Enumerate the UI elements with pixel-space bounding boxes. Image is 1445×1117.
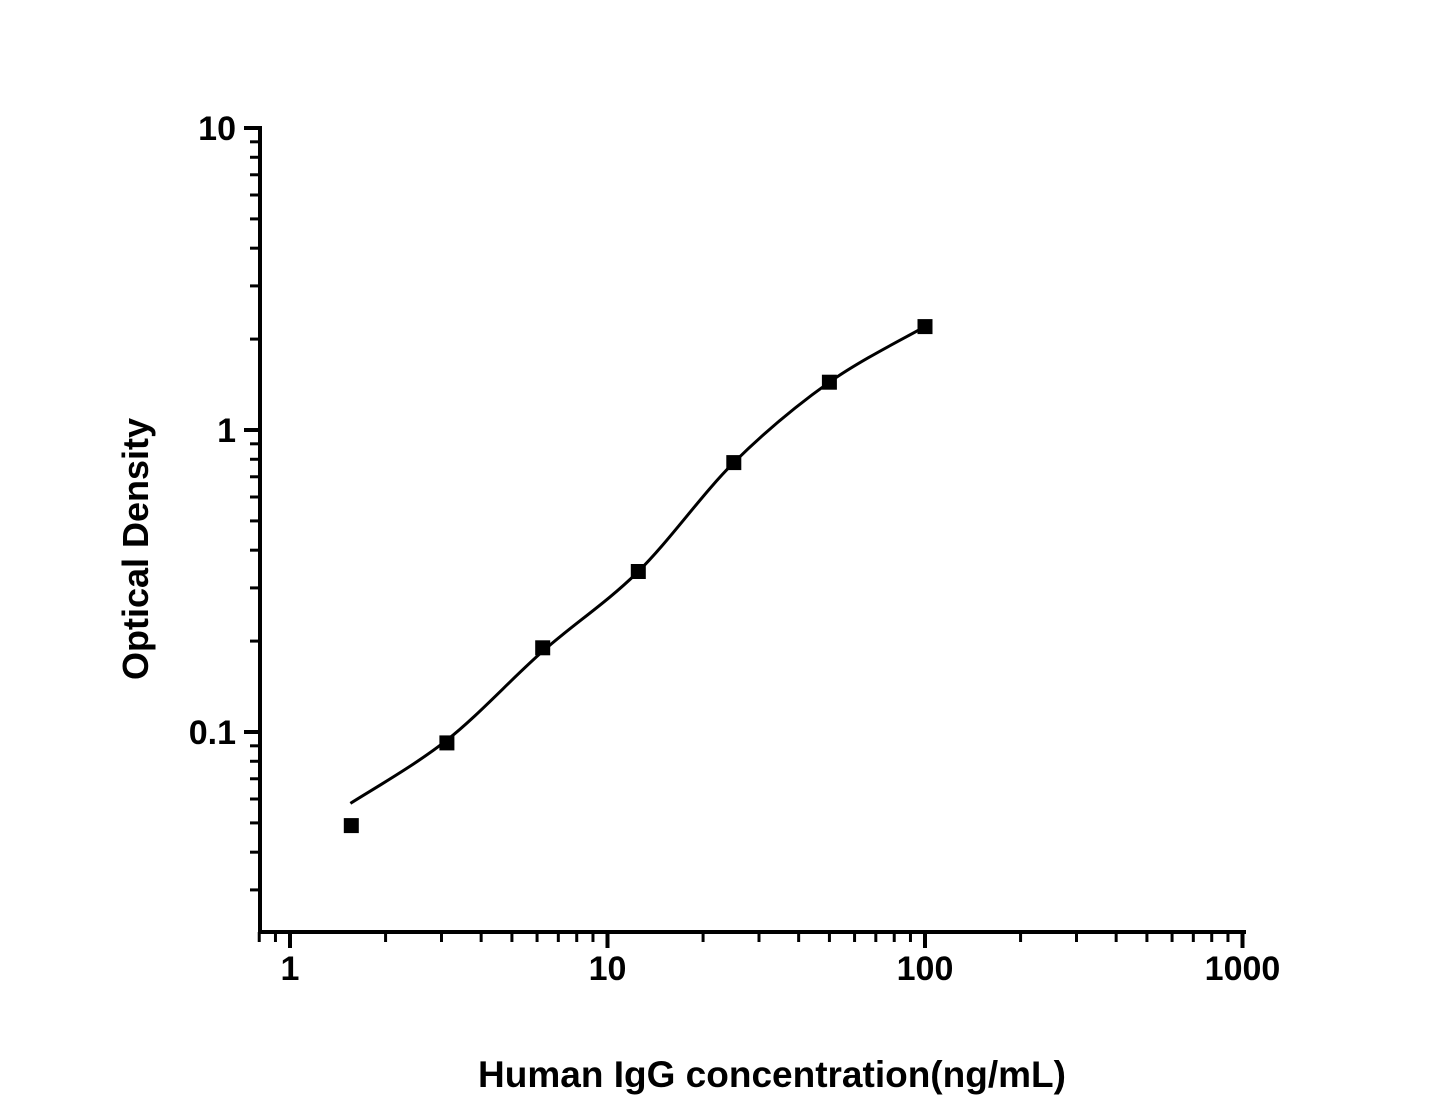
points-layer — [343, 319, 933, 834]
data-point-marker — [821, 374, 837, 390]
data-point-marker — [630, 564, 646, 579]
y-tick-label: 1 — [217, 412, 236, 450]
data-point-marker — [535, 640, 551, 656]
x-tick-label: 1 — [281, 950, 300, 988]
y-tick-label: 0.1 — [189, 714, 236, 752]
x-tick-label: 1000 — [1205, 950, 1281, 988]
data-point-marker — [726, 455, 742, 471]
x-tick-label: 10 — [589, 950, 627, 988]
y-tick-label: 10 — [198, 110, 236, 148]
data-point-marker — [917, 319, 933, 335]
y-axis-title: Optical Density — [115, 418, 156, 680]
x-axis-title: Human IgG concentration(ng/mL) — [478, 1054, 1066, 1095]
data-point-marker — [343, 818, 359, 834]
data-point-marker — [439, 735, 455, 751]
x-tick-label: 100 — [897, 950, 954, 988]
axes-layer: 1 10 100 1000 0.1 1 10 — [189, 110, 1281, 988]
